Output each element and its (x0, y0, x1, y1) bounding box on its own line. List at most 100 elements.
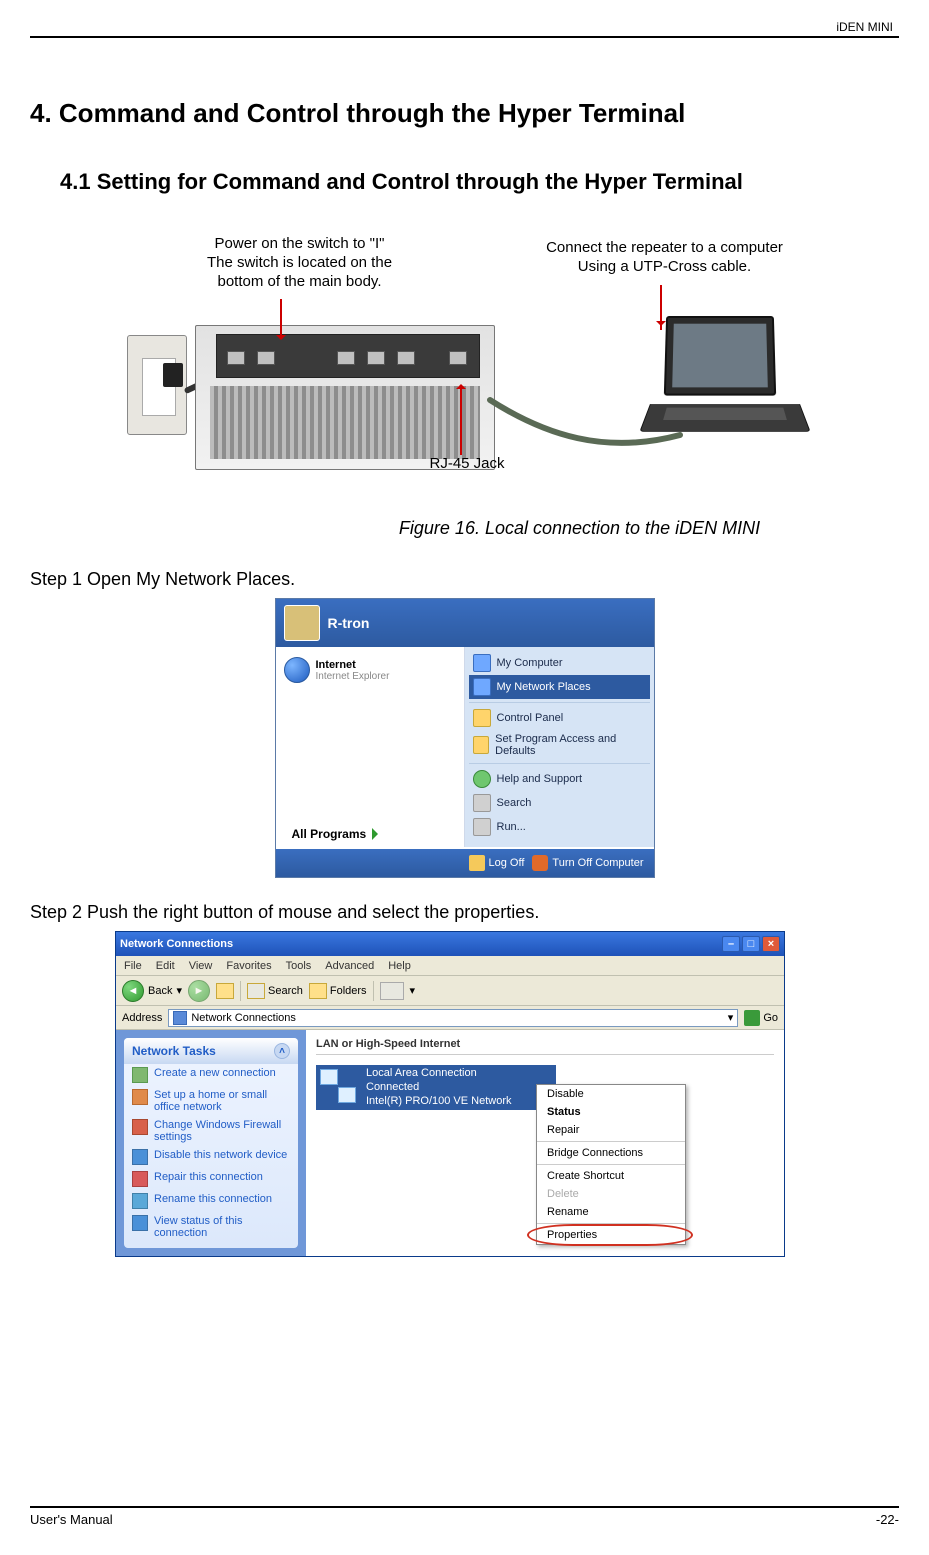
arrow-right-icon (372, 828, 384, 840)
task-create-connection[interactable]: Create a new connection (124, 1064, 298, 1086)
menu-help[interactable]: Help (388, 960, 411, 972)
task-label: Change Windows Firewall settings (154, 1119, 290, 1143)
header-product-name: iDEN MINI (30, 20, 899, 34)
turnoff-button[interactable]: Turn Off Computer (532, 855, 643, 871)
start-menu-item-help[interactable]: Help and Support (469, 767, 650, 791)
task-rename[interactable]: Rename this connection (124, 1190, 298, 1212)
callout-connect-computer: Connect the repeater to a computer Using… (525, 239, 805, 277)
back-icon: ◄ (122, 980, 144, 1002)
context-bridge[interactable]: Bridge Connections (537, 1144, 685, 1162)
search-icon (247, 983, 265, 999)
step-1-text: Step 1 Open My Network Places. (30, 569, 899, 590)
callout-line: The switch is located on the (207, 254, 392, 271)
start-menu-left-column: Internet Internet Explorer (276, 647, 465, 847)
maximize-button[interactable]: □ (742, 936, 760, 952)
callout-line: Connect the repeater to a computer (546, 239, 783, 256)
task-label: Create a new connection (154, 1067, 276, 1079)
menu-file[interactable]: File (124, 960, 142, 972)
program-access-icon (473, 736, 490, 754)
help-icon (473, 770, 491, 788)
context-separator (537, 1141, 685, 1142)
window-title: Network Connections (120, 938, 233, 950)
port-graphic (337, 351, 355, 365)
connection-item-selected[interactable]: Local Area Connection Connected Intel(R)… (316, 1065, 556, 1110)
minimize-button[interactable]: – (722, 936, 740, 952)
task-repair[interactable]: Repair this connection (124, 1168, 298, 1190)
task-firewall[interactable]: Change Windows Firewall settings (124, 1116, 298, 1146)
task-setup-network[interactable]: Set up a home or small office network (124, 1086, 298, 1116)
menu-tools[interactable]: Tools (286, 960, 312, 972)
user-avatar-icon (284, 605, 320, 641)
toolbar-search-button[interactable]: Search (247, 983, 303, 999)
logoff-button[interactable]: Log Off (469, 855, 525, 871)
search-label: Search (268, 985, 303, 997)
start-menu-userbar: R-tron (276, 599, 654, 647)
toolbar-forward-button[interactable]: ► (188, 980, 210, 1002)
toolbar-separator (373, 981, 374, 1001)
menu-edit[interactable]: Edit (156, 960, 175, 972)
close-button[interactable]: × (762, 936, 780, 952)
connection-status: Connected (366, 1081, 512, 1095)
callout-line: bottom of the main body. (218, 273, 382, 290)
toolbar-up-button[interactable] (216, 983, 234, 999)
task-icon (132, 1215, 148, 1231)
menu-favorites[interactable]: Favorites (226, 960, 271, 972)
start-menu-item-my-computer[interactable]: My Computer (469, 651, 650, 675)
start-menu-item-control-panel[interactable]: Control Panel (469, 706, 650, 730)
item-label: My Computer (497, 657, 563, 669)
context-shortcut[interactable]: Create Shortcut (537, 1167, 685, 1185)
start-menu-internet-item[interactable]: Internet Internet Explorer (282, 653, 458, 687)
item-label: Search (497, 797, 532, 809)
network-tasks-header[interactable]: Network Tasks ˄ (124, 1038, 298, 1064)
explorer-sidebar: Network Tasks ˄ Create a new connection … (116, 1030, 306, 1256)
start-menu-all-programs[interactable]: All Programs (292, 827, 385, 841)
tasks-title: Network Tasks (132, 1044, 216, 1058)
all-programs-label: All Programs (292, 827, 367, 841)
figure-connection-diagram: Power on the switch to "I" The switch is… (115, 235, 815, 500)
page-footer: User's Manual -22- (30, 1506, 899, 1527)
back-dropdown-icon: ▾ (176, 984, 182, 997)
menu-view[interactable]: View (189, 960, 213, 972)
start-menu-item-run[interactable]: Run... (469, 815, 650, 839)
connection-name: Local Area Connection (366, 1067, 512, 1081)
section-heading-4-1: 4.1 Setting for Command and Control thro… (60, 169, 899, 195)
task-icon (132, 1171, 148, 1187)
start-menu-item-program-access[interactable]: Set Program Access and Defaults (469, 730, 650, 760)
control-panel-icon (473, 709, 491, 727)
callout-line: Power on the switch to "I" (215, 235, 385, 252)
task-icon (132, 1149, 148, 1165)
laptop-base (639, 404, 810, 432)
context-properties[interactable]: Properties (537, 1226, 685, 1244)
context-disable[interactable]: Disable (537, 1085, 685, 1103)
go-button[interactable]: Go (744, 1010, 778, 1026)
run-icon (473, 818, 491, 836)
menu-separator (469, 702, 650, 703)
address-dropdown-icon[interactable]: ▾ (728, 1011, 734, 1024)
port-graphic (367, 351, 385, 365)
context-repair[interactable]: Repair (537, 1121, 685, 1139)
task-view-status[interactable]: View status of this connection (124, 1212, 298, 1242)
toolbar-folders-button[interactable]: Folders (309, 983, 367, 999)
item-label: Set Program Access and Defaults (495, 733, 645, 757)
address-field[interactable]: Network Connections ▾ (168, 1009, 738, 1027)
port-graphic (227, 351, 245, 365)
port-graphic (397, 351, 415, 365)
context-status[interactable]: Status (537, 1103, 685, 1121)
port-graphic (257, 351, 275, 365)
connection-device: Intel(R) PRO/100 VE Network (366, 1095, 512, 1109)
item-label: Control Panel (497, 712, 564, 724)
header-rule (30, 36, 899, 38)
logoff-label: Log Off (489, 857, 525, 869)
chevron-up-icon: ˄ (274, 1043, 290, 1059)
repeater-device-graphic (195, 325, 495, 470)
start-menu-item-search[interactable]: Search (469, 791, 650, 815)
toolbar-views-button[interactable] (380, 982, 404, 1000)
start-menu-item-my-network-places[interactable]: My Network Places (469, 675, 650, 699)
power-icon (532, 855, 548, 871)
views-dropdown-icon: ▾ (410, 984, 416, 997)
context-rename[interactable]: Rename (537, 1203, 685, 1221)
toolbar-back-button[interactable]: ◄ Back ▾ (122, 980, 182, 1002)
menu-advanced[interactable]: Advanced (325, 960, 374, 972)
task-disable-device[interactable]: Disable this network device (124, 1146, 298, 1168)
context-separator (537, 1223, 685, 1224)
